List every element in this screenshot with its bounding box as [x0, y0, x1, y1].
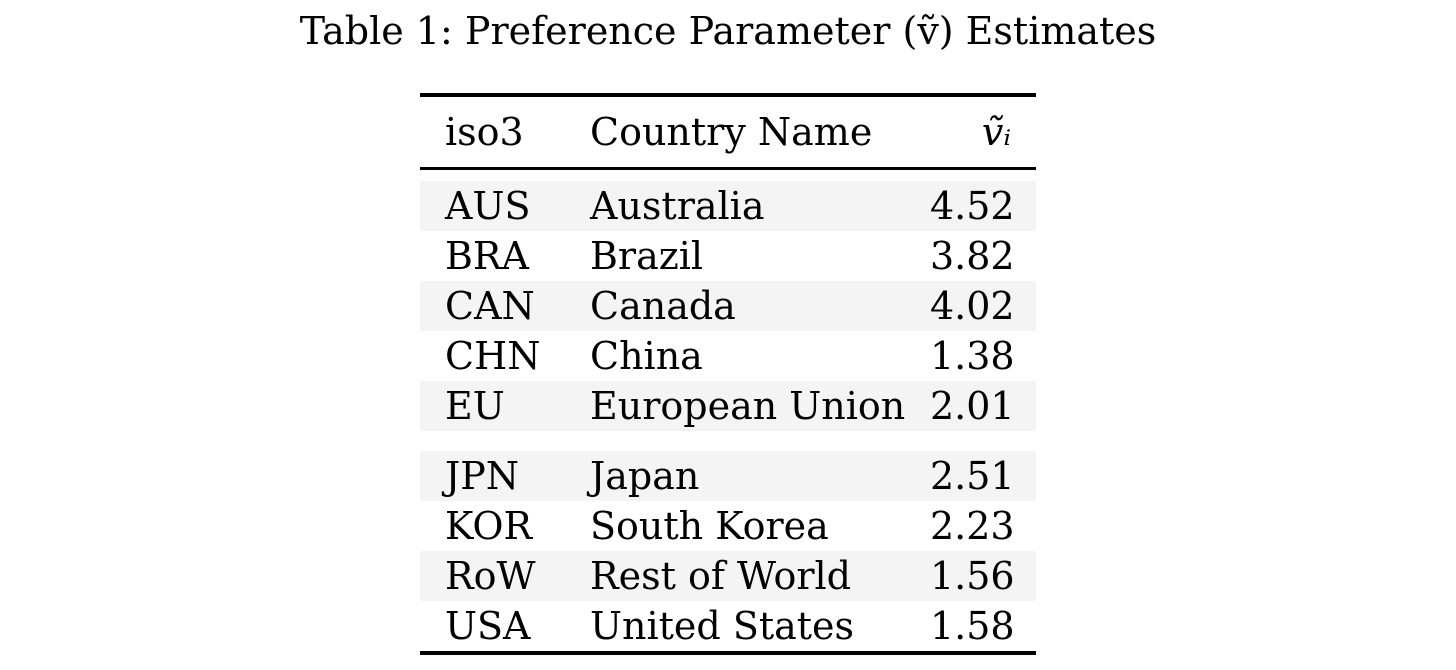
mid-rule — [420, 167, 1036, 170]
cell-value: 1.56 — [930, 554, 1015, 598]
cell-iso3: EU — [445, 384, 505, 428]
estimates-table: iso3 Country Name ṽᵢ AUS Australia 4.52 BRA… — [420, 93, 1036, 655]
cell-country-name: United States — [590, 604, 855, 648]
table-row: EU European Union 2.01 — [420, 381, 1036, 431]
table-body: AUS Australia 4.52 BRA Brazil 3.82 CAN Canada 4.… — [420, 181, 1036, 651]
cell-country-name: Canada — [590, 284, 736, 328]
caption-text: Preference Parameter (ṽ) Estimates — [464, 9, 1157, 53]
table-row: KOR South Korea 2.23 — [420, 501, 1036, 551]
cell-iso3: RoW — [445, 554, 536, 598]
table-row: USA United States 1.58 — [420, 601, 1036, 651]
table-row: JPN Japan 2.51 — [420, 451, 1036, 501]
table-row: RoW Rest of World 1.56 — [420, 551, 1036, 601]
cell-country-name: South Korea — [590, 504, 829, 548]
cell-value: 2.01 — [930, 384, 1015, 428]
cell-country-name: Rest of World — [590, 554, 851, 598]
top-rule — [420, 93, 1036, 97]
cell-iso3: KOR — [445, 504, 533, 548]
cell-country-name: China — [590, 334, 703, 378]
cell-value: 4.02 — [930, 284, 1015, 328]
cell-value: 3.82 — [930, 234, 1015, 278]
cell-iso3: AUS — [445, 184, 531, 228]
table-row: CHN China 1.38 — [420, 331, 1036, 381]
cell-value: 4.52 — [930, 184, 1015, 228]
table-header-row: iso3 Country Name ṽᵢ — [420, 97, 1036, 167]
cell-country-name: European Union — [590, 384, 906, 428]
cell-country-name: Japan — [590, 454, 700, 498]
table-caption: Table 1: Preference Parameter (ṽ) Estima… — [0, 6, 1456, 56]
cell-iso3: USA — [445, 604, 531, 648]
cell-iso3: BRA — [445, 234, 529, 278]
caption-label: Table 1: — [299, 9, 453, 53]
header-country-name: Country Name — [590, 110, 873, 154]
table-row: BRA Brazil 3.82 — [420, 231, 1036, 281]
bottom-rule — [420, 651, 1036, 655]
cell-country-name: Australia — [590, 184, 765, 228]
header-iso3: iso3 — [445, 110, 524, 154]
cell-country-name: Brazil — [590, 234, 704, 278]
cell-value: 1.58 — [930, 604, 1015, 648]
cell-iso3: CAN — [445, 284, 535, 328]
cell-iso3: CHN — [445, 334, 541, 378]
table-row: CAN Canada 4.02 — [420, 281, 1036, 331]
cell-value: 2.51 — [930, 454, 1015, 498]
cell-value: 2.23 — [930, 504, 1015, 548]
table-row: AUS Australia 4.52 — [420, 181, 1036, 231]
cell-value: 1.38 — [930, 334, 1015, 378]
cell-iso3: JPN — [445, 454, 520, 498]
header-value: ṽᵢ — [930, 110, 1036, 154]
header-value-symbol: ṽᵢ — [981, 110, 1011, 154]
